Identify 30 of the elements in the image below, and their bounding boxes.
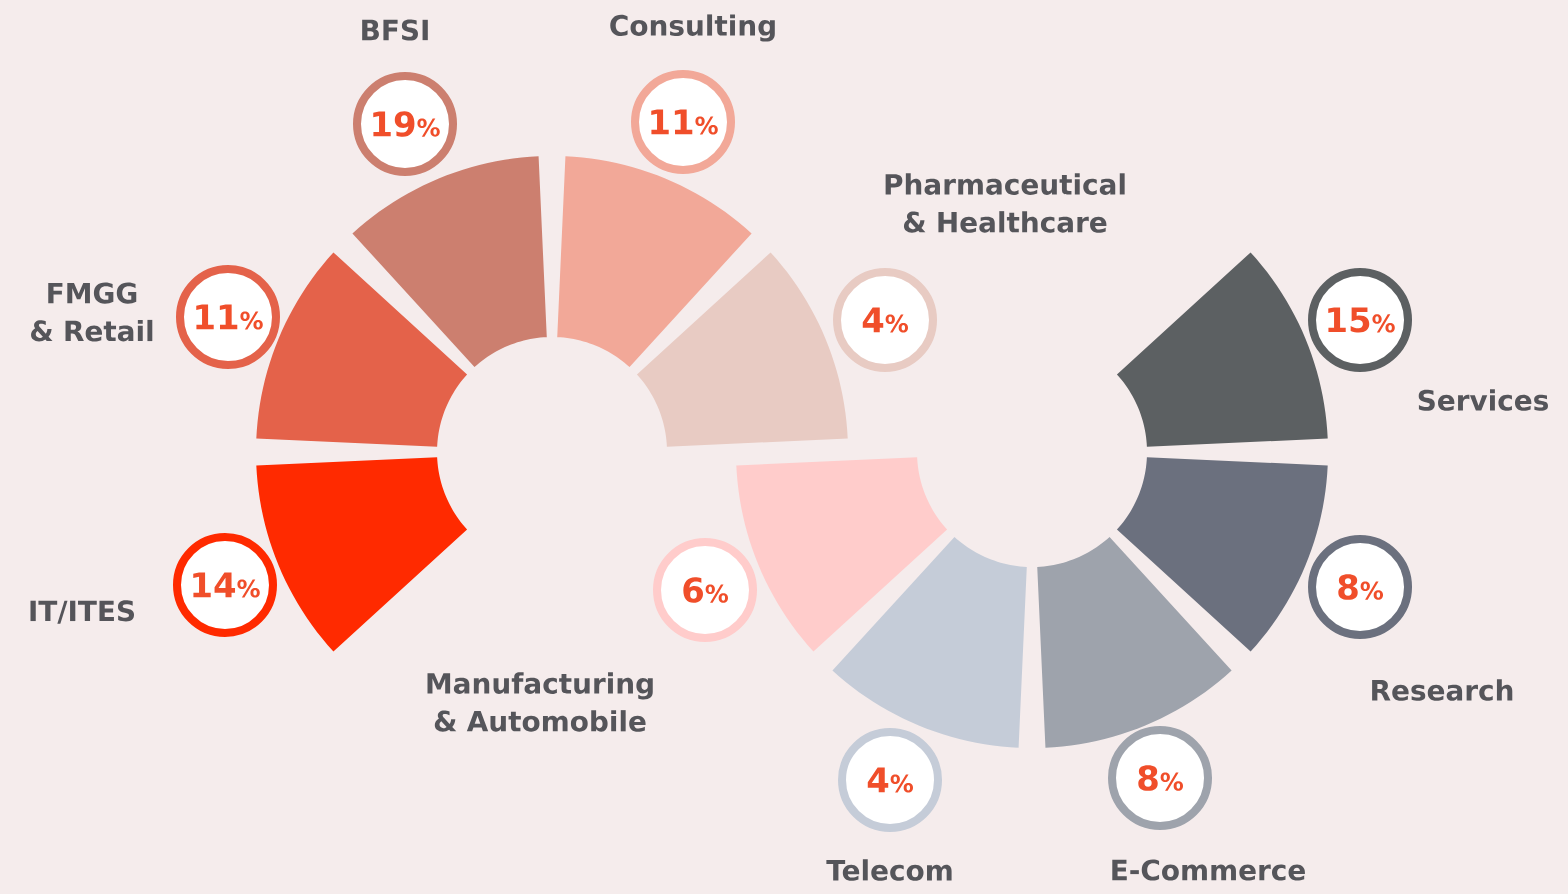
data-label: 8	[1138, 765, 1158, 791]
category-label: FMGG & Retail	[31, 282, 153, 342]
data-label: 19	[373, 111, 415, 137]
text: %	[705, 584, 728, 603]
text: %	[417, 118, 440, 137]
data-label: 11	[651, 109, 693, 135]
text: %	[240, 311, 263, 330]
text: %	[890, 774, 913, 793]
category-label: Telecom	[826, 859, 952, 881]
data-label: 4	[862, 307, 884, 333]
text: %	[237, 579, 260, 598]
category-label: Consulting	[610, 14, 775, 42]
category-label: BFSI	[362, 19, 428, 41]
data-label: 11	[196, 304, 238, 330]
data-label: 15	[1328, 307, 1370, 333]
text: %	[1372, 314, 1395, 333]
category-label: IT/ITES	[30, 600, 135, 624]
category-label: Pharmaceutical & Healthcare	[885, 173, 1125, 233]
category-label: Services	[1418, 389, 1548, 411]
data-label: 4	[867, 767, 889, 793]
text: %	[695, 116, 718, 135]
category-label: Manufacturing & Automobile	[427, 672, 653, 732]
category-label: E-Commerce	[1112, 859, 1305, 881]
text: %	[1360, 581, 1384, 600]
data-label: 8	[1338, 574, 1358, 600]
data-label: 6	[683, 577, 703, 603]
data-label: 14	[193, 572, 236, 598]
text: %	[885, 314, 908, 333]
category-label: Research	[1372, 679, 1513, 701]
text: %	[1160, 772, 1183, 791]
